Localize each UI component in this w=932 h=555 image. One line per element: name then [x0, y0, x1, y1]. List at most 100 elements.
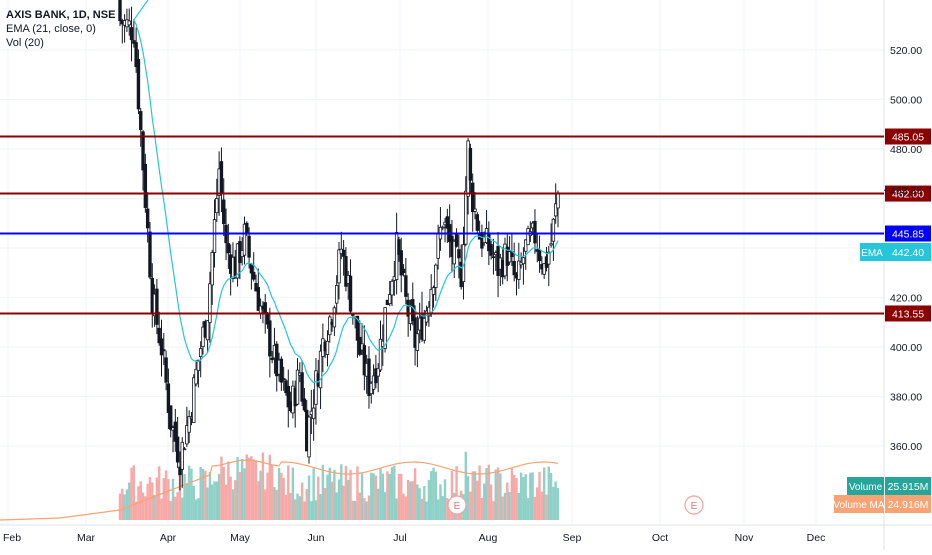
volume-bar-96 — [340, 464, 343, 520]
candle-body-91 — [328, 316, 332, 336]
volume-bar-111 — [374, 475, 378, 520]
volume-bar-33 — [194, 499, 198, 520]
volume-bar-47 — [227, 461, 230, 520]
candle-body-17 — [157, 327, 161, 344]
x-tick-4: Jun — [308, 532, 325, 544]
volume-bar-41 — [213, 481, 216, 520]
volume-bar-60 — [257, 481, 260, 520]
volume-bar-21 — [167, 479, 170, 520]
volume-bar-17 — [157, 466, 161, 520]
y-tick-2: 400.00 — [890, 342, 922, 354]
vol-tag-label-bg-1 — [834, 495, 884, 513]
volume-bar-46 — [224, 484, 228, 520]
volume-bar-56 — [247, 457, 251, 520]
level-tag-label-2: 445.85 — [892, 229, 924, 241]
volume-indicator-label[interactable]: Vol (20) — [6, 37, 44, 49]
chart-legend: AXIS BANK, 1D, NSE EMA (21, close, 0) Vo… — [6, 8, 115, 50]
candle-body-11 — [143, 163, 148, 208]
ema-tag-label: EMA — [861, 248, 883, 259]
vol-tag-label-1: Volume MA — [833, 500, 884, 511]
candle-body-55 — [245, 222, 249, 233]
ema-tag-value: 442.40 — [892, 247, 924, 259]
volume-bar-19 — [162, 478, 165, 520]
candle-body-162 — [491, 256, 496, 259]
volume-bar-157 — [480, 498, 484, 520]
level-tag-bg-0 — [885, 128, 931, 145]
volume-bar-101 — [351, 500, 355, 520]
volume-bar-22 — [169, 500, 172, 520]
candle-body-35 — [198, 348, 203, 357]
volume-bar-80 — [303, 501, 306, 520]
candle-body-137 — [434, 264, 438, 288]
volume-bar-106 — [363, 498, 366, 520]
volume-bar-42 — [215, 481, 219, 520]
volume-bar-90 — [326, 474, 329, 520]
volume-bar-63 — [264, 489, 267, 520]
volume-bar-7 — [134, 501, 138, 520]
volume-bar-27 — [181, 497, 184, 520]
x-tick-8: Oct — [652, 532, 668, 544]
candle-body-34 — [196, 359, 201, 371]
candle-body-38 — [205, 320, 210, 341]
volume-bar-112 — [376, 488, 380, 520]
volume-bar-83 — [310, 501, 313, 520]
volume-bar-0 — [118, 493, 122, 520]
volume-bar-91 — [328, 467, 331, 520]
volume-bar-68 — [275, 489, 278, 520]
volume-bar-61 — [259, 470, 262, 520]
ema-indicator-label[interactable]: EMA (21, close, 0) — [6, 23, 96, 35]
volume-bar-5 — [130, 467, 133, 520]
volume-bar-186 — [547, 466, 550, 520]
candle-body-133 — [424, 310, 429, 323]
volume-bar-130 — [418, 488, 421, 520]
volume-bar-35 — [199, 466, 202, 520]
volume-bar-73 — [287, 465, 290, 520]
volume-bar-78 — [298, 496, 302, 520]
volume-bar-23 — [171, 478, 175, 520]
volume-bar-43 — [217, 473, 221, 520]
volume-bar-168 — [506, 482, 509, 520]
volume-bar-161 — [489, 484, 493, 520]
candle-body-30 — [187, 416, 191, 433]
volume-bar-110 — [372, 473, 375, 520]
volume-bar-82 — [307, 475, 311, 520]
volume-bar-178 — [529, 472, 532, 520]
candle-body-128 — [413, 317, 417, 348]
volume-ma-line — [0, 459, 559, 521]
volume-bar-15 — [153, 494, 156, 520]
candle-body-85 — [314, 370, 318, 405]
volume-bar-14 — [151, 482, 154, 520]
x-tick-7: Sep — [563, 532, 582, 544]
candle-body-101 — [351, 314, 355, 316]
volume-bar-175 — [522, 476, 525, 520]
candle-body-84 — [311, 407, 316, 419]
candle-body-155 — [475, 214, 480, 231]
volume-bar-25 — [176, 492, 179, 520]
candle-body-20 — [164, 357, 168, 383]
volume-bar-128 — [413, 468, 417, 520]
volume-bar-44 — [220, 456, 223, 520]
volume-bar-135 — [430, 471, 433, 520]
volume-bar-84 — [312, 468, 315, 520]
candle-body-8 — [136, 59, 141, 110]
candle-body-65 — [268, 320, 272, 357]
candle-body-63 — [263, 302, 267, 313]
volume-bar-18 — [160, 498, 163, 520]
volume-bar-184 — [542, 467, 546, 520]
candle-body-176 — [524, 239, 528, 252]
volume-bar-182 — [538, 471, 541, 520]
candle-body-32 — [192, 377, 196, 423]
candle-body-29 — [185, 425, 189, 445]
volume-bar-118 — [390, 467, 394, 520]
volume-bar-92 — [330, 481, 334, 520]
volume-bar-164 — [496, 467, 500, 520]
candle-body-27 — [180, 441, 184, 470]
candle-body-58 — [252, 271, 256, 280]
vol-tag-value-0: 25.915M — [888, 481, 929, 493]
volume-bar-144 — [450, 470, 454, 520]
candle-body-21 — [166, 383, 171, 413]
volume-bar-122 — [400, 473, 403, 520]
volume-bar-87 — [319, 494, 322, 520]
